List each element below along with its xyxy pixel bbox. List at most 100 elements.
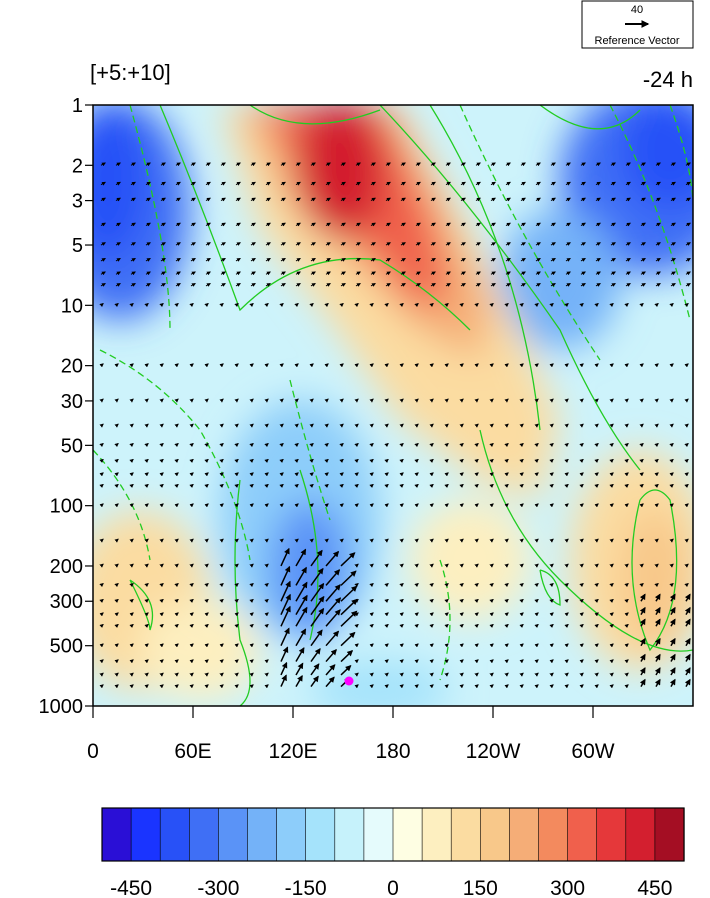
wind-vector [639, 606, 646, 616]
wind-vector [655, 242, 661, 246]
y-tick-label: 20 [61, 356, 83, 378]
wind-vectors [99, 162, 691, 689]
wind-vector [445, 197, 451, 202]
wind-vector [684, 423, 689, 428]
wind-vector [654, 398, 659, 403]
wind-vector [100, 181, 106, 186]
colorbar-swatch [479, 807, 510, 862]
wind-vector [520, 257, 526, 262]
wind-vector [190, 197, 196, 202]
wind-vector [610, 242, 616, 246]
wind-vector [144, 612, 149, 617]
wind-vector [369, 443, 374, 448]
wind-vector [505, 162, 511, 167]
wind-vector [264, 363, 269, 368]
wind-vector [474, 684, 479, 689]
wind-vector [639, 667, 646, 676]
wind-vector [414, 472, 419, 477]
wind-vector [504, 598, 509, 603]
wind-vector [235, 162, 241, 167]
colorbar-swatch [450, 807, 481, 862]
wind-vector [219, 503, 224, 508]
wind-vector [295, 594, 308, 616]
wind-vector [549, 363, 554, 368]
wind-vector [369, 302, 374, 308]
wind-vector [279, 472, 284, 477]
wind-vector [264, 623, 269, 629]
wind-vector [654, 637, 661, 647]
colorbar-swatch [596, 807, 627, 862]
wind-vector [174, 563, 179, 568]
wind-vector [355, 242, 361, 246]
wind-vector [444, 423, 449, 428]
wind-vector [280, 593, 291, 615]
wind-vector [654, 302, 659, 308]
wind-vector [219, 684, 224, 689]
wind-vector [654, 593, 661, 602]
wind-vector [489, 443, 494, 448]
wind-vector [444, 598, 449, 603]
wind-vector [159, 503, 164, 508]
wind-vector [159, 302, 164, 308]
wind-vector [369, 538, 374, 543]
wind-vector [654, 538, 659, 543]
wind-vector [445, 282, 451, 287]
wind-vector [264, 503, 269, 508]
wind-vector [174, 538, 179, 543]
wind-vector [654, 363, 659, 368]
wind-vector [444, 398, 449, 403]
wind-vector [535, 197, 541, 202]
wind-vector [189, 623, 194, 629]
wind-vector [504, 472, 509, 477]
wind-vector [579, 443, 584, 448]
wind-vector [339, 302, 344, 308]
wind-vector [280, 242, 286, 246]
wind-vector [250, 257, 256, 262]
wind-vector [475, 222, 481, 227]
y-tick-label: 10 [61, 295, 83, 317]
colorbar-swatch [421, 807, 452, 862]
wind-vector [220, 162, 226, 167]
wind-vector [174, 398, 179, 403]
wind-vector [264, 643, 269, 648]
wind-vector [250, 222, 256, 227]
wind-vector [339, 363, 344, 368]
wind-vector [99, 302, 104, 308]
wind-vector [670, 271, 676, 276]
wind-vector [399, 398, 404, 403]
wind-vector [475, 162, 481, 167]
wind-vector [114, 458, 119, 463]
wind-vector [609, 472, 614, 477]
wind-vector [534, 398, 539, 403]
wind-vector [249, 483, 254, 488]
colorbar-swatch [247, 807, 278, 862]
wind-vector [355, 162, 361, 167]
reference-vector-label: Reference Vector [595, 35, 680, 47]
wind-vector [384, 472, 389, 477]
wind-vector [309, 503, 314, 508]
wind-vector [670, 197, 676, 202]
wind-vector [205, 222, 211, 227]
wind-vector [189, 684, 194, 689]
wind-vector [625, 242, 631, 246]
wind-vector [99, 458, 104, 463]
wind-vector [280, 627, 290, 647]
wind-vector [549, 598, 554, 603]
wind-vector [294, 503, 299, 508]
wind-vector [384, 443, 389, 448]
wind-vector [594, 612, 599, 617]
wind-vector [384, 563, 389, 568]
wind-vector [369, 458, 374, 463]
wind-vector [579, 583, 584, 588]
wind-vector [144, 583, 149, 588]
colorbar-label: 450 [637, 877, 672, 898]
wind-vector [234, 672, 239, 677]
wind-vector [369, 684, 374, 689]
wind-vector [189, 398, 194, 403]
wind-vector [609, 684, 614, 689]
wind-vector [459, 443, 464, 448]
wind-vector [610, 181, 616, 186]
wind-vector [99, 472, 104, 477]
wind-vector [504, 672, 509, 677]
wind-vector [279, 483, 284, 488]
